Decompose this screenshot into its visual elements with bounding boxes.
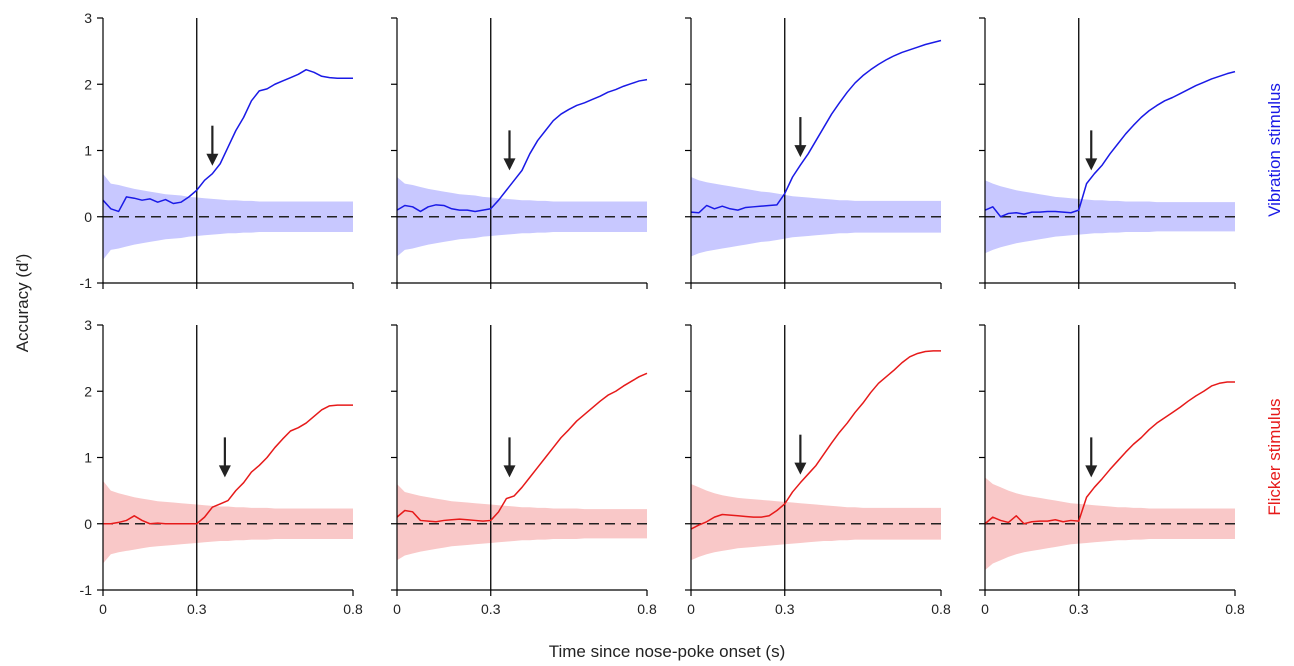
x-tick-label: 0.8 bbox=[931, 601, 951, 617]
x-tick-label: 0 bbox=[981, 601, 989, 617]
y-tick-label: 2 bbox=[84, 383, 92, 399]
y-tick-label: 2 bbox=[84, 76, 92, 92]
chart-panel-8: 0 0.3 0.8 bbox=[979, 324, 1245, 617]
x-axis-label: Time since nose-poke onset (s) bbox=[549, 642, 786, 661]
y-tick-label: 0 bbox=[84, 209, 92, 225]
x-tick-label: 0.8 bbox=[343, 601, 363, 617]
x-tick-label: 0 bbox=[99, 601, 107, 617]
chart-panel-5: -1 0 1 2 3 0 0.3 0.8 bbox=[80, 317, 363, 617]
confidence-band bbox=[691, 177, 941, 257]
x-tick-label: 0 bbox=[393, 601, 401, 617]
y-tick-label: -1 bbox=[80, 275, 93, 291]
confidence-band bbox=[103, 173, 353, 260]
data-line bbox=[690, 350, 941, 530]
panels-group: -1 0 1 2 3 -1 0 1 2 3 0 0.3 0.8 0 0.3 0.8 0 0.3 0.8 0 0.3 0.8 bbox=[80, 10, 1245, 617]
confidence-band bbox=[397, 484, 647, 561]
confidence-band bbox=[691, 484, 941, 561]
arrow-head-icon bbox=[206, 153, 219, 166]
x-tick-label: 0.3 bbox=[1069, 601, 1089, 617]
arrow-head-icon bbox=[1085, 465, 1098, 478]
x-tick-label: 0.3 bbox=[187, 601, 207, 617]
row-label-flicker: Flicker stimulus bbox=[1265, 398, 1284, 515]
data-line bbox=[690, 39, 942, 214]
y-tick-label: 1 bbox=[84, 450, 92, 466]
arrow-head-icon bbox=[794, 145, 807, 158]
y-tick-label: 1 bbox=[84, 143, 92, 159]
y-tick-label: 3 bbox=[84, 317, 92, 333]
x-tick-label: 0.3 bbox=[775, 601, 795, 617]
confidence-band bbox=[397, 177, 647, 257]
y-axis-label: Accuracy (d′) bbox=[13, 254, 32, 353]
y-tick-label: 0 bbox=[84, 516, 92, 532]
row-label-vibration: Vibration stimulus bbox=[1265, 83, 1284, 217]
arrow-head-icon bbox=[794, 462, 807, 475]
data-line bbox=[396, 78, 648, 213]
arrow-head-icon bbox=[1085, 158, 1098, 171]
data-line bbox=[103, 404, 353, 525]
chart-panel-4 bbox=[979, 17, 1236, 289]
arrow-head-icon bbox=[503, 465, 516, 478]
arrow-head-icon bbox=[503, 158, 516, 171]
data-line bbox=[984, 70, 1236, 218]
chart-panel-6: 0 0.3 0.8 bbox=[391, 324, 657, 617]
data-line bbox=[102, 68, 353, 213]
chart-panel-7: 0 0.3 0.8 bbox=[685, 324, 951, 617]
x-tick-label: 0.8 bbox=[637, 601, 657, 617]
x-tick-label: 0.3 bbox=[481, 601, 501, 617]
chart-panel-3 bbox=[685, 17, 942, 289]
chart-panel-1: -1 0 1 2 3 bbox=[80, 10, 354, 291]
arrow-head-icon bbox=[218, 465, 231, 478]
y-tick-label: -1 bbox=[80, 582, 93, 598]
chart-panel-2 bbox=[391, 17, 648, 289]
x-tick-label: 0.8 bbox=[1225, 601, 1245, 617]
confidence-band bbox=[985, 477, 1235, 571]
confidence-band bbox=[985, 180, 1235, 254]
data-line bbox=[984, 381, 1235, 525]
x-tick-label: 0 bbox=[687, 601, 695, 617]
confidence-band bbox=[103, 480, 353, 564]
y-tick-label: 3 bbox=[84, 10, 92, 26]
data-line bbox=[396, 372, 648, 523]
